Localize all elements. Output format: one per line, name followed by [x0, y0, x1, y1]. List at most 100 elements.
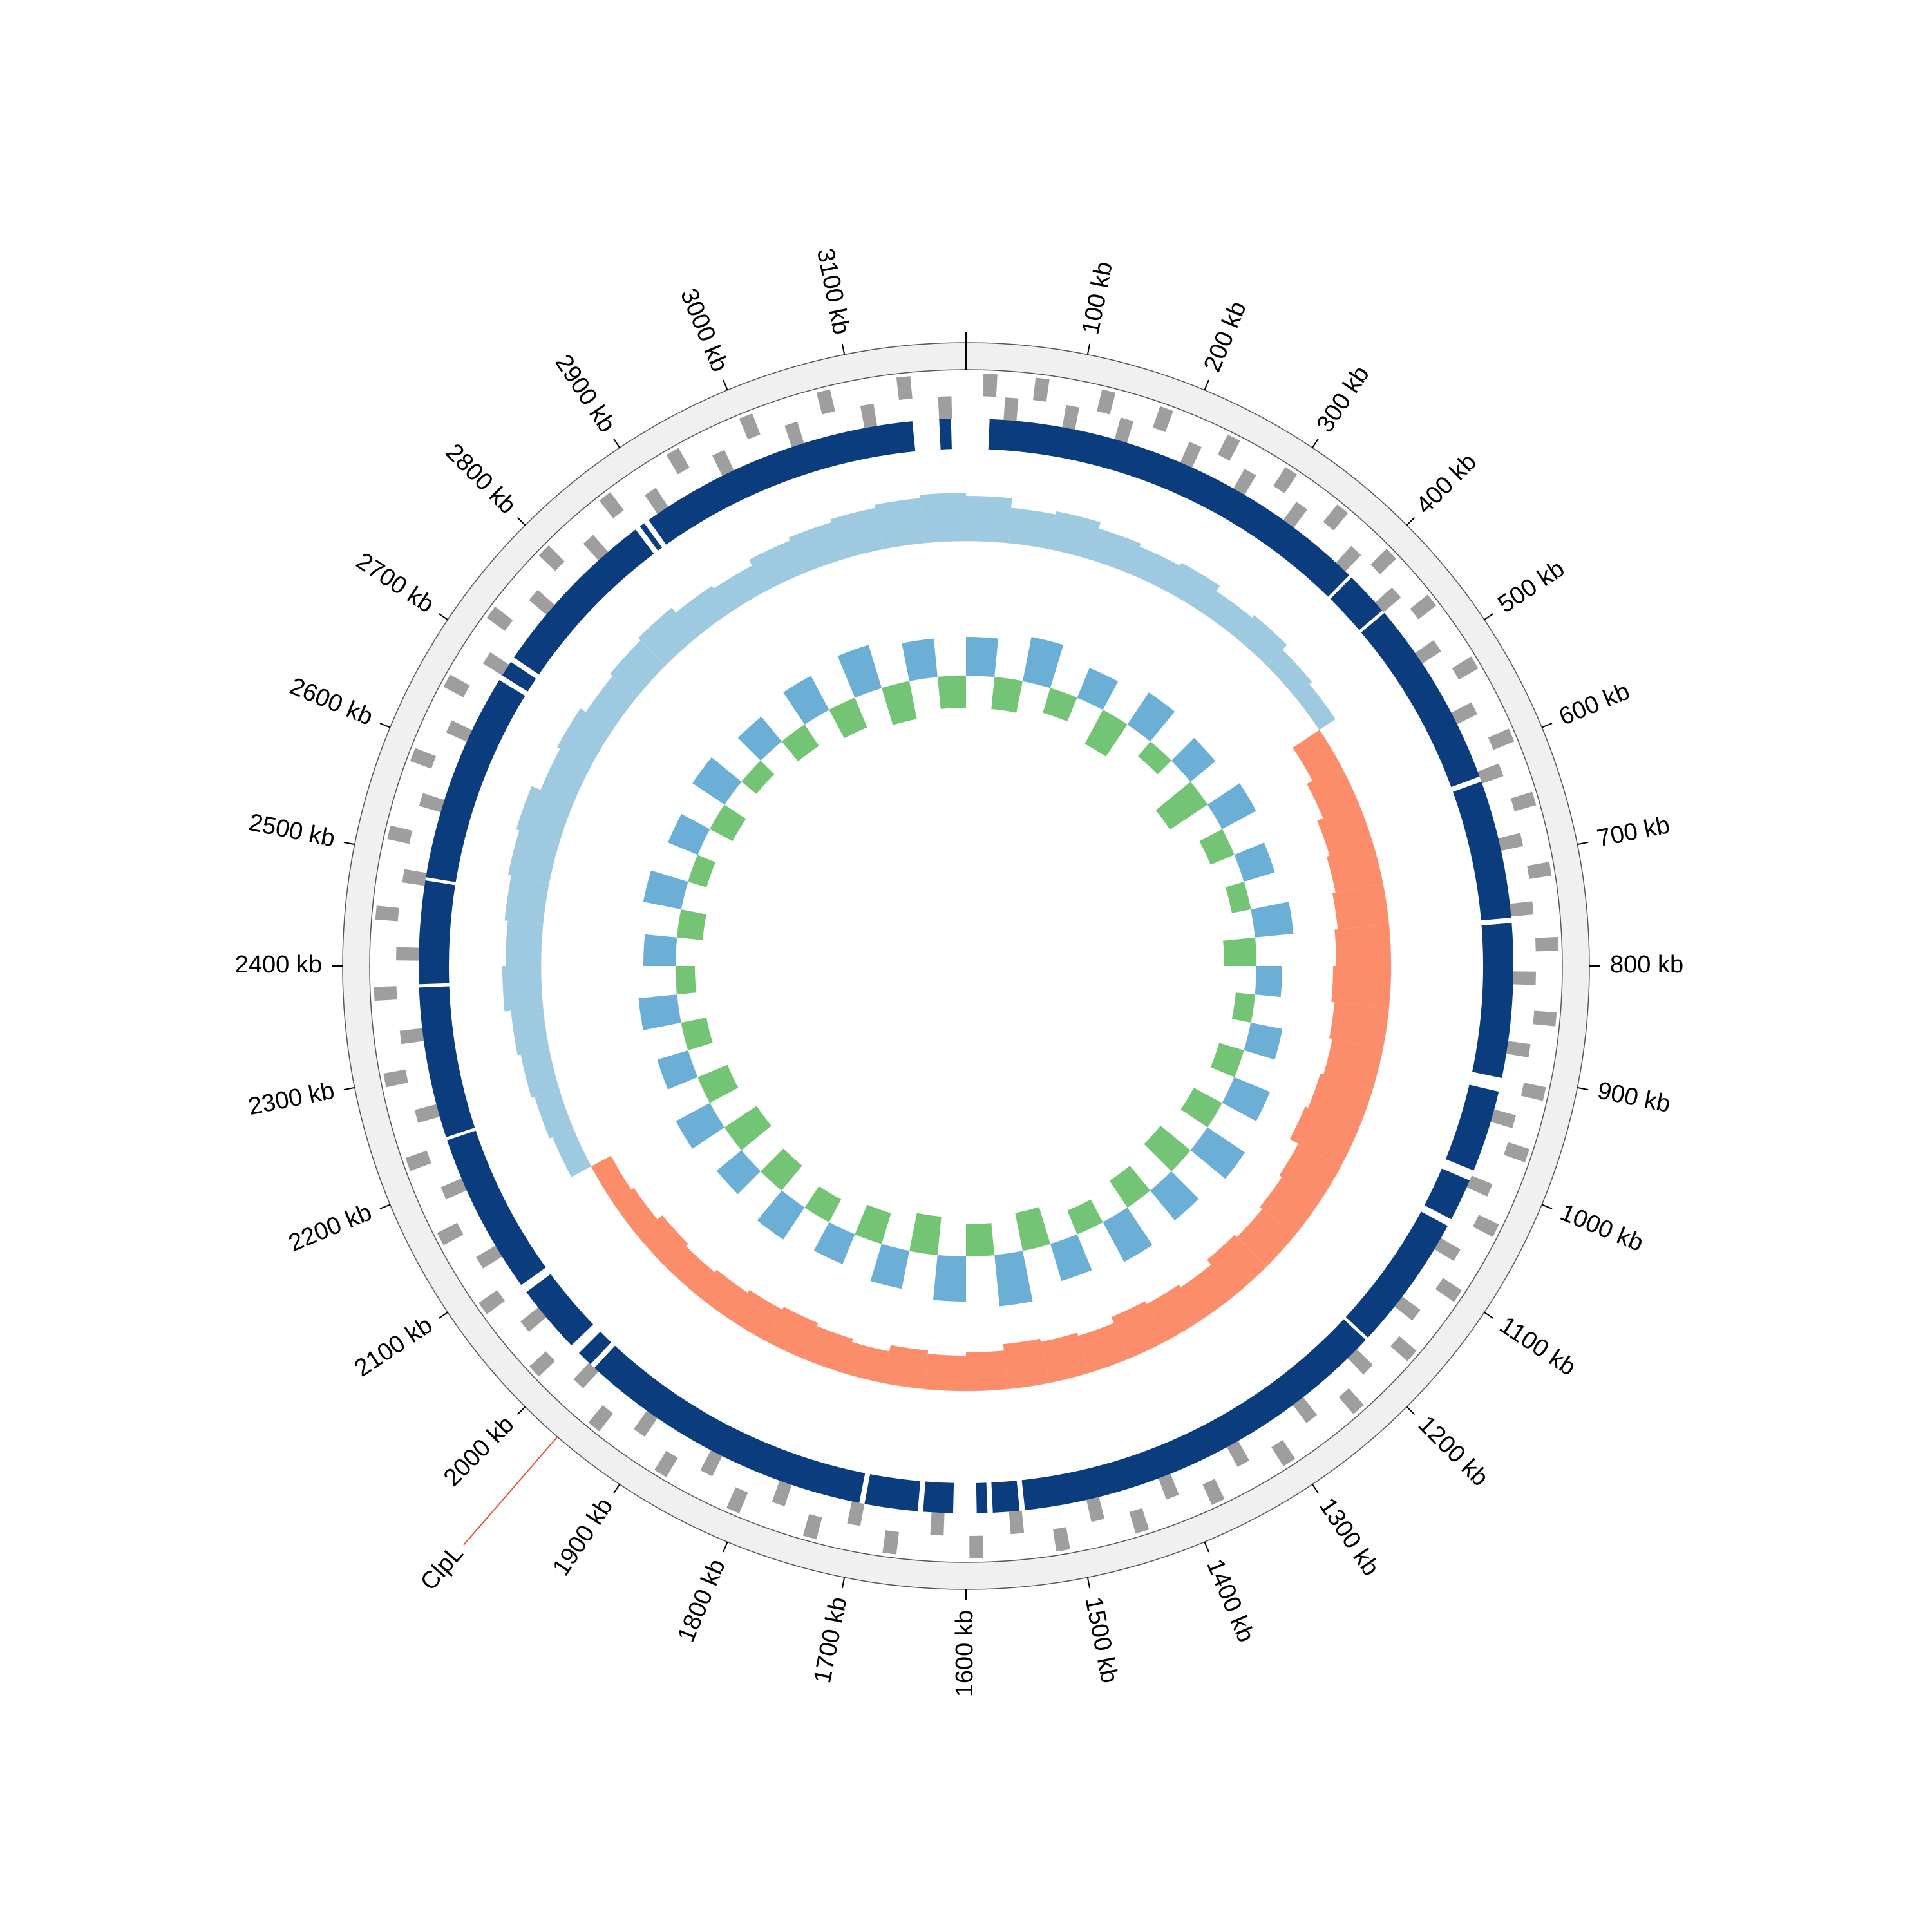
track-bar	[937, 676, 966, 709]
tick-mark	[1541, 1204, 1553, 1209]
track-bar	[1210, 1043, 1244, 1077]
gene-forward	[1323, 504, 1349, 531]
track-bar	[1199, 829, 1235, 865]
track-bar	[882, 681, 917, 725]
track-bar	[1022, 637, 1064, 688]
track-bar	[1089, 528, 1141, 574]
alignment-block	[649, 421, 916, 545]
gene-forward	[529, 1351, 556, 1377]
gene-forward	[666, 448, 690, 475]
track-bar	[1180, 1088, 1222, 1128]
track-bar	[657, 1050, 698, 1090]
track-bar	[994, 1251, 1033, 1307]
track-bar	[692, 757, 742, 805]
alignment-block	[447, 1130, 546, 1285]
tick-mark	[379, 1204, 391, 1209]
track-bar	[1331, 966, 1391, 1008]
alignment-block	[1424, 1168, 1470, 1220]
alignment-block	[1021, 1319, 1366, 1511]
tick-mark	[1086, 343, 1091, 355]
track-bar	[1294, 684, 1336, 730]
alignment-block	[976, 1482, 988, 1513]
track-bar	[874, 498, 925, 549]
track-bar	[665, 1245, 715, 1295]
gene-forward	[726, 1487, 748, 1513]
gene-reverse	[1336, 545, 1361, 572]
track-bar	[676, 585, 730, 638]
track-bar	[1190, 1127, 1245, 1179]
tick-label: 1600 kb	[951, 1610, 978, 1697]
tick-mark	[723, 379, 728, 391]
track-bar	[585, 676, 638, 730]
track-bar	[883, 1345, 929, 1389]
gene-reverse	[440, 1178, 467, 1200]
track-bar	[765, 1307, 819, 1359]
gene-forward	[739, 413, 761, 440]
track-bar	[1043, 688, 1077, 722]
annotation-line	[463, 1436, 558, 1546]
tick-label: 1000 kb	[1557, 1198, 1647, 1257]
track-bar	[1317, 803, 1373, 856]
track-bar	[1307, 765, 1359, 819]
track-bar	[557, 708, 613, 766]
alignment-block	[578, 1331, 612, 1365]
track-bar	[591, 1155, 632, 1202]
gene-reverse	[712, 450, 734, 476]
tick-label: 3100 kb	[811, 246, 855, 337]
tick-mark	[1577, 1086, 1589, 1091]
alignment-block	[1345, 1211, 1448, 1338]
track-bar	[1251, 902, 1294, 938]
track-bar	[610, 640, 666, 697]
alignment-block	[1472, 923, 1514, 1078]
alignment-block	[939, 419, 952, 450]
track-bar	[1078, 1323, 1129, 1373]
track-bar	[1308, 1073, 1373, 1129]
track-bar	[991, 677, 1023, 713]
track-bar	[1128, 546, 1180, 591]
gene-forward	[654, 1450, 678, 1477]
gene-reverse	[1227, 1441, 1249, 1468]
track-bar	[1266, 649, 1312, 697]
track-bar	[1111, 1301, 1167, 1359]
track-bar	[1084, 710, 1128, 757]
track-bar	[1222, 1077, 1271, 1121]
tick-mark	[516, 516, 526, 526]
tick-label: 900 kb	[1595, 1077, 1672, 1118]
gene-reverse	[476, 1245, 502, 1269]
track-bar	[1244, 1022, 1283, 1060]
tick-label: 2700 kb	[352, 547, 439, 618]
track-bar	[1171, 737, 1216, 782]
tick-mark	[612, 438, 621, 448]
gene-forward	[486, 606, 513, 631]
track-bar	[643, 870, 688, 910]
gene-forward	[1152, 406, 1173, 432]
track-bar	[696, 1269, 748, 1320]
gene-forward	[1033, 377, 1050, 402]
track-bar	[1015, 1207, 1050, 1251]
tick-label: 500 kb	[1493, 555, 1569, 618]
gene-reverse	[482, 652, 509, 676]
tick-mark	[1577, 841, 1589, 846]
track-bar	[676, 966, 697, 995]
track-bar	[813, 1222, 855, 1264]
gene-forward	[538, 545, 565, 571]
tick-label: 1400 kb	[1201, 1555, 1260, 1646]
track-bar	[1150, 1171, 1199, 1221]
track-bar	[829, 697, 867, 739]
track-bar	[741, 761, 775, 794]
gene-forward	[1097, 389, 1116, 415]
track-bar	[612, 1188, 658, 1236]
track-bar	[748, 540, 804, 591]
gene-forward	[969, 1535, 984, 1558]
track-bar	[520, 1048, 560, 1098]
alignment-block	[513, 529, 654, 675]
track-bar	[1234, 842, 1275, 882]
gene-reverse	[1114, 417, 1134, 443]
gene-forward	[1273, 467, 1298, 494]
tick-label: 1100 kb	[1495, 1311, 1580, 1381]
track-bar	[502, 966, 544, 1012]
gene-forward	[383, 1069, 408, 1088]
track-bar	[1103, 1207, 1153, 1262]
track-bar	[1109, 1165, 1151, 1208]
